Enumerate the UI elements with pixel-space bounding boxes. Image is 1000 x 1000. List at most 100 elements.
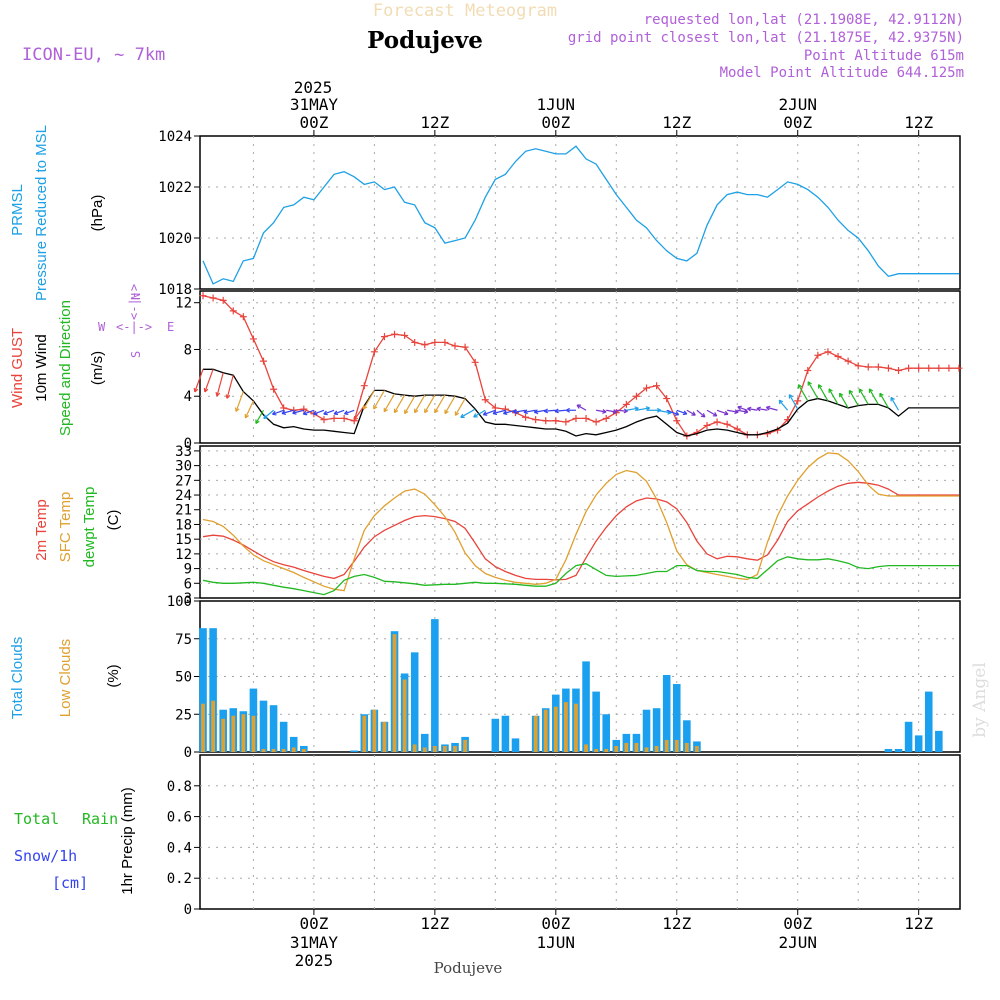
gust-marker: [834, 352, 842, 360]
ylabel-wind: (m/s): [89, 351, 106, 385]
wind-arrow-head: [723, 410, 729, 416]
total-cloud-bar: [209, 628, 217, 752]
wind-arrow-head: [302, 410, 308, 416]
gust-marker: [209, 294, 217, 302]
time-label-bottom: 12Z: [904, 914, 933, 933]
wind-direction-arrow: [513, 409, 526, 413]
ytick-label-pressure: 1018: [158, 282, 192, 298]
wind-arrow-head: [839, 392, 844, 398]
station-title: Podujeve: [367, 27, 483, 54]
wind-arrow-head: [747, 406, 752, 412]
wind-direction-arrow: [858, 388, 869, 405]
low-cloud-bar: [221, 718, 226, 752]
wind-arrow-head: [879, 392, 884, 398]
ylabel-pressure: (hPa): [89, 195, 106, 232]
low-cloud-bar: [654, 745, 659, 752]
wind-arrow-head: [454, 411, 460, 416]
ytick-label-precip: 0.2: [167, 871, 192, 887]
wind-arrow-head: [460, 413, 465, 419]
wind-arrow-head: [373, 404, 378, 410]
low-cloud-bar: [412, 744, 417, 752]
gust-marker: [602, 414, 610, 422]
gust-marker: [854, 362, 862, 370]
ytick-label-temperature: 15: [175, 532, 192, 548]
wind-arrow-head: [868, 388, 874, 393]
time-label-top: 12Z: [420, 113, 449, 132]
time-label-bottom: 2025: [295, 951, 334, 970]
wind-arrow-head: [193, 387, 199, 393]
wind-direction-arrow: [756, 407, 768, 411]
wind-direction-arrow: [807, 381, 819, 399]
ytick-label-temperature: 33: [175, 444, 192, 460]
total-cloud-bar: [279, 721, 288, 752]
wind-direction-arrow: [292, 409, 304, 414]
wind-direction-arrow: [344, 409, 355, 415]
low-cloud-bar: [392, 634, 397, 752]
low-cloud-bar: [543, 709, 548, 752]
model-label: ICON-EU, ~ 7km: [22, 45, 165, 65]
wind-direction-arrow: [839, 392, 849, 409]
ytick-label-temperature: 9: [184, 562, 192, 578]
gust-marker: [814, 351, 822, 359]
series-line-temperature-1: [202, 452, 959, 592]
wind-arrow-head: [215, 391, 221, 397]
gust-marker: [481, 396, 489, 404]
gust-marker: [653, 382, 661, 390]
series-line-pressure-0: [202, 145, 959, 285]
wind-direction-arrow: [492, 409, 506, 415]
wind-arrow-head: [765, 405, 771, 411]
wind-direction-arrow: [404, 395, 416, 414]
gust-marker: [431, 338, 439, 346]
wind-direction-arrow: [656, 409, 672, 414]
wind-direction-arrow: [523, 409, 536, 413]
gust-marker: [532, 416, 540, 424]
ytick-label-clouds: 0: [184, 745, 192, 761]
low-cloud-bar: [624, 742, 629, 752]
wind-direction-arrow: [778, 399, 789, 411]
low-cloud-bar: [664, 739, 669, 752]
wind-arrow-head: [513, 409, 518, 415]
wind-arrow-head: [203, 387, 209, 393]
wind-direction-arrow: [454, 398, 466, 416]
low-cloud-bar: [563, 702, 568, 752]
ylabel-temperature: (C): [105, 510, 122, 531]
total-cloud-bar: [592, 691, 600, 752]
wind-arrow-head: [756, 406, 761, 412]
low-cloud-bar: [211, 700, 215, 752]
gust-marker: [330, 414, 338, 422]
low-cloud-bar: [644, 747, 649, 752]
wind-direction-arrow: [281, 409, 294, 414]
time-label-bottom: 1JUN: [537, 933, 576, 952]
gust-marker: [270, 385, 278, 393]
wind-direction-arrow: [503, 409, 516, 415]
low-cloud-bar: [362, 715, 367, 752]
gust-marker: [663, 395, 671, 403]
low-cloud-bar: [453, 745, 457, 752]
ylabel-pressure: Pressure Reduced to MSL: [33, 125, 50, 301]
gust-marker: [874, 363, 882, 371]
low-cloud-bar: [271, 748, 276, 752]
wind-arrow-head: [828, 388, 833, 393]
low-cloud-bar: [372, 709, 377, 752]
wind-arrow-head: [554, 408, 559, 414]
low-cloud-bar: [231, 715, 236, 752]
title-faint: Forecast Meteogram: [373, 1, 557, 21]
total-cloud-bar: [914, 735, 923, 752]
wind-arrow-head: [225, 394, 231, 399]
time-label-top: 1JUN: [537, 95, 576, 114]
ylabel-precip: Snow/1h: [14, 847, 77, 865]
gust-marker: [673, 417, 681, 425]
panel-frame-precip: [199, 754, 961, 910]
gust-marker: [411, 338, 419, 346]
wind-direction-arrow: [890, 397, 900, 411]
panel-frame-temperature: [199, 445, 961, 599]
time-label-bottom: 12Z: [420, 914, 449, 933]
wind-arrow-head: [444, 409, 449, 415]
time-label-top: 00Z: [299, 113, 328, 132]
wind-arrow-head: [797, 384, 803, 389]
wind-direction-arrow: [716, 409, 729, 415]
gust-marker: [643, 384, 651, 392]
low-cloud-bar: [261, 748, 266, 752]
wind-arrow-head: [234, 407, 240, 412]
gust-marker: [199, 292, 207, 300]
